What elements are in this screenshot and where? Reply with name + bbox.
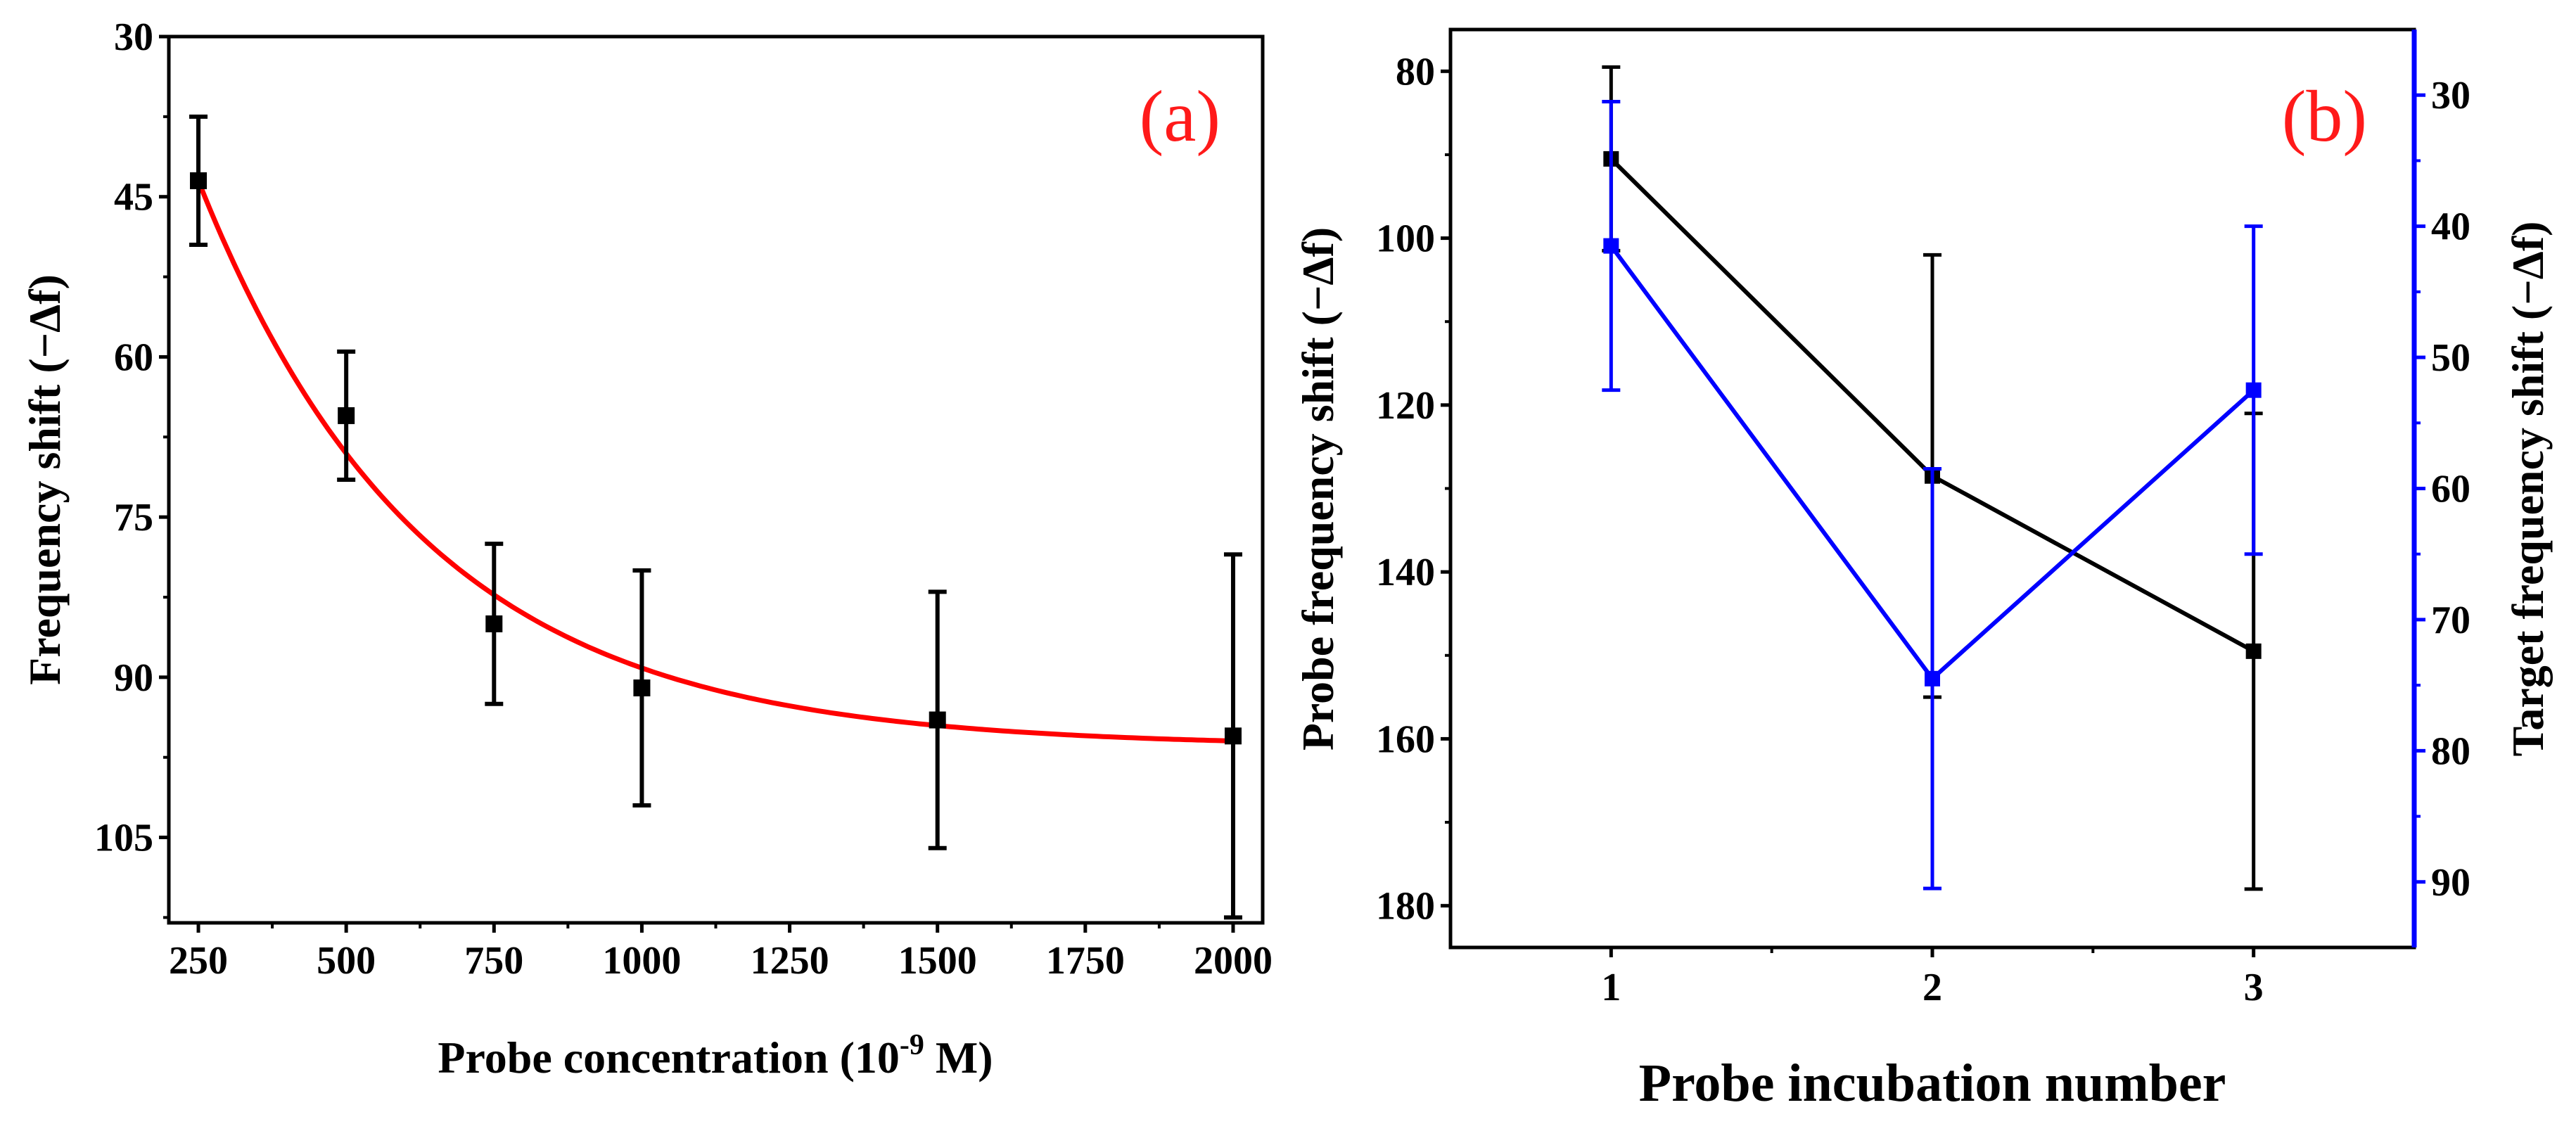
panel-a-x-tick-label: 1500 (898, 939, 977, 983)
panel-b-left-y-tick-label: 120 (1376, 384, 1435, 428)
panel-b-x-tick-label: 2 (1923, 966, 1942, 1009)
panel-b-left-y-tick-label: 80 (1396, 50, 1435, 94)
panel-b-left-y-tick-label: 160 (1376, 717, 1435, 761)
panel-a: (a) 250 500 750 1000 1250 1500 1750 2000 30 45 60… (20, 15, 1273, 1083)
panel-b-x-axis-title: Probe incubation number (1639, 1054, 2226, 1113)
panel-b-x-tick-label: 3 (2244, 966, 2264, 1009)
panel-b-target-point-marker (1925, 670, 1940, 686)
panel-b-target-point-marker (2245, 382, 2262, 398)
panel-a-label: (a) (1140, 76, 1220, 157)
panel-a-x-tick-label: 750 (464, 939, 523, 983)
panel-b-left-y-tick-label: 180 (1376, 885, 1435, 928)
panel-a-x-ticks: 250 500 750 1000 1250 1500 1750 2000 (169, 923, 1273, 983)
panel-a-frame (167, 34, 1265, 925)
panel-a-x-axis-title-exponent: -9 (900, 1029, 924, 1061)
panel-a-point-marker (1224, 727, 1242, 745)
panel-b-probe-point-marker (2245, 643, 2262, 659)
panel-b-label: (b) (2282, 76, 2367, 157)
panel-a-point-marker (485, 615, 503, 632)
panel-b-series (1602, 65, 2263, 891)
panel-b-x-ticks: 1 2 3 (1601, 947, 2264, 1009)
panel-a-point-marker (929, 711, 946, 729)
panel-a-point-marker (190, 172, 208, 189)
panel-a-y-tick-label: 45 (114, 176, 153, 219)
panel-b-right-y-axis-title: Target frequency shift (−Δf) (2503, 222, 2553, 757)
panel-a-x-tick-label: 250 (169, 939, 228, 983)
panel-b-right-y-tick-label: 40 (2431, 205, 2470, 249)
panel-b-left-y-axis-title: Probe frequency shift (−Δf) (1293, 227, 1343, 751)
panel-b-x-tick-label: 1 (1601, 966, 1621, 1009)
panel-b-left-y-tick-label: 140 (1376, 551, 1435, 594)
panel-a-x-tick-label: 1750 (1046, 939, 1125, 983)
panel-b-right-y-tick-label: 50 (2431, 336, 2470, 380)
panel-a-y-axis-title: Frequency shift (−Δf) (20, 274, 70, 685)
panel-a-data-points (189, 114, 1242, 920)
panel-b-left-y-tick-label: 100 (1376, 217, 1435, 261)
panel-a-y-tick-label: 75 (114, 496, 153, 539)
panel-b-target-point-marker (1603, 238, 1619, 254)
panel-b-right-y-tick-label: 60 (2431, 468, 2470, 511)
panel-b-right-y-ticks: 30 40 50 60 70 80 90 (2414, 74, 2470, 905)
panel-a-x-axis-title: Probe concentration (10-9 M) (438, 1029, 993, 1083)
panel-a-point-marker (633, 679, 651, 697)
panel-b-right-y-tick-label: 70 (2431, 599, 2470, 642)
panel-a-y-tick-label: 105 (94, 817, 153, 860)
panel-b-right-y-tick-label: 80 (2431, 729, 2470, 773)
panel-b-right-y-tick-label: 90 (2431, 861, 2470, 905)
panel-b: (b) 1 2 3 80 100 120 140 160 180 30 40 50 60 70 80 90… (1293, 27, 2553, 1113)
panel-a-y-tick-label: 90 (114, 656, 153, 700)
panel-a-fit-curve (196, 179, 1234, 743)
panel-a-y-tick-label: 30 (114, 15, 153, 59)
panel-b-right-y-tick-label: 30 (2431, 74, 2470, 117)
panel-a-y-tick-label: 60 (114, 336, 153, 379)
panel-a-x-tick-label: 2000 (1194, 939, 1273, 983)
panel-b-left-y-ticks: 80 100 120 140 160 180 (1376, 50, 1450, 928)
panel-a-x-tick-label: 1000 (602, 939, 681, 983)
panel-a-x-axis-title-tail: M) (924, 1033, 993, 1083)
panel-a-x-tick-label: 1250 (751, 939, 829, 983)
panel-a-point-marker (338, 407, 355, 424)
panel-a-x-axis-title-main: Probe concentration (10 (438, 1033, 899, 1083)
panel-a-y-ticks: 30 45 60 75 90 105 (94, 15, 169, 919)
panel-a-x-tick-label: 500 (317, 939, 376, 983)
